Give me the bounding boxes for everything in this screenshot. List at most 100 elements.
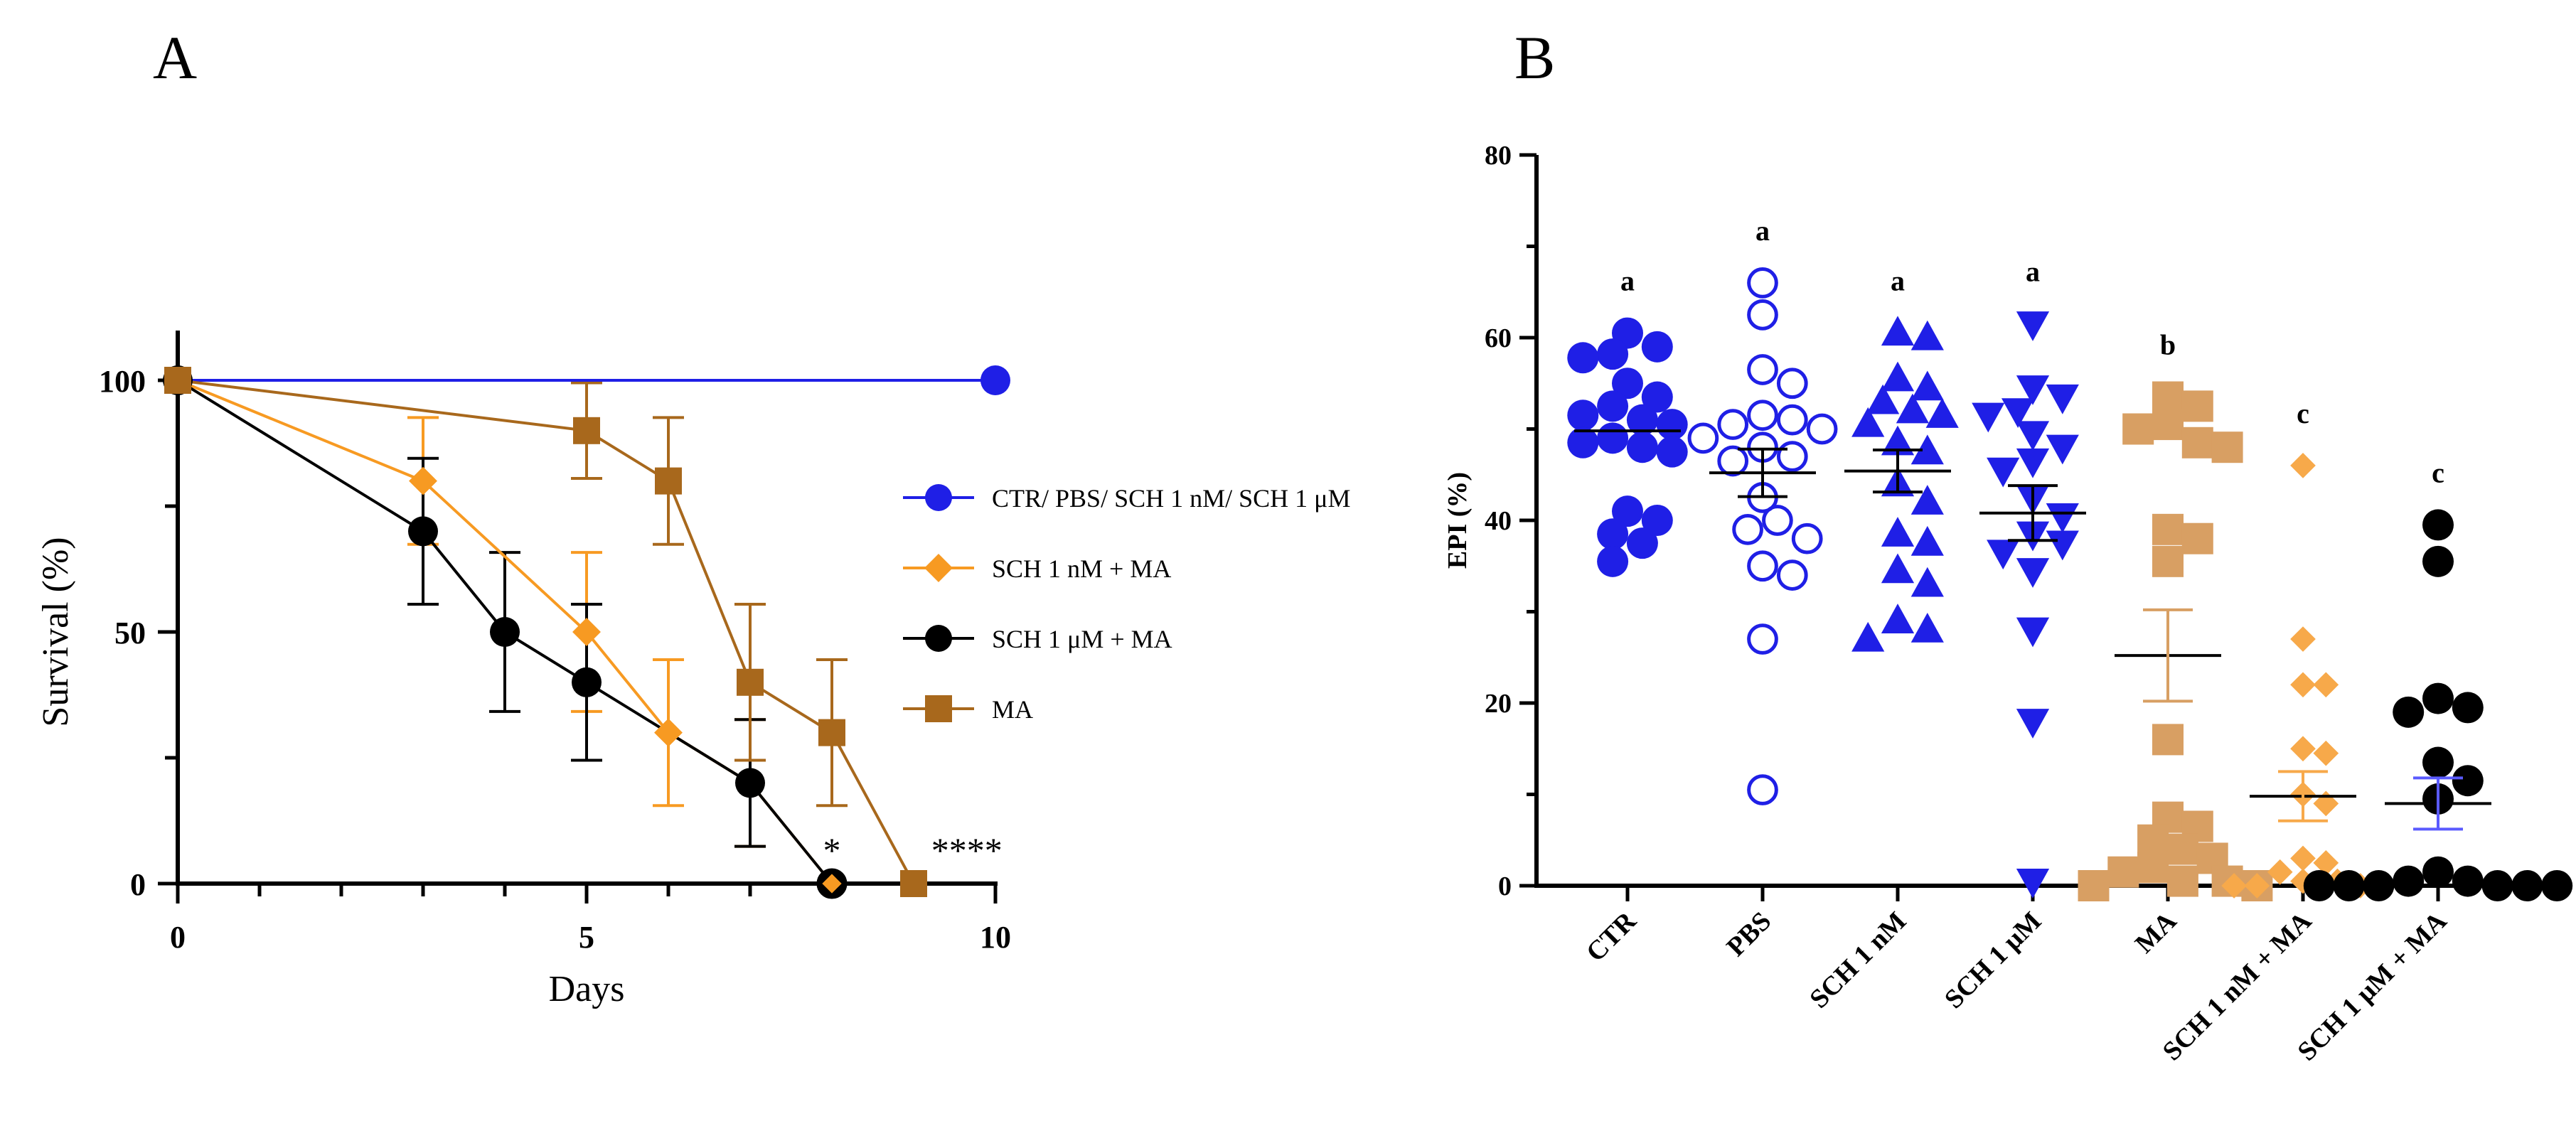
- data-point: [1851, 407, 1885, 437]
- data-point: [2511, 870, 2543, 901]
- data-point: [1910, 525, 1944, 556]
- y-tick-label: 100: [99, 364, 146, 399]
- data-point: [2422, 682, 2454, 714]
- data-point: [2290, 736, 2316, 762]
- data-point: [1687, 422, 1719, 454]
- data-point: [1881, 316, 1915, 346]
- x-tick-label: 0: [170, 920, 186, 955]
- data-point: [2152, 381, 2184, 413]
- x-tick-label: 10: [980, 920, 1011, 955]
- data-point: [2422, 856, 2454, 888]
- data-point: [164, 367, 191, 394]
- category-label: PBS: [1721, 906, 1777, 963]
- category-label: SCH 1 nM: [1804, 906, 1912, 1014]
- data-point: [2221, 873, 2247, 899]
- y-tick-label: 60: [1485, 323, 1512, 353]
- data-point: [1881, 361, 1915, 392]
- x-axis-title: Days: [549, 969, 625, 1009]
- significance-label: ****: [931, 830, 1003, 870]
- data-point: [1987, 540, 2020, 570]
- data-point-overlap: [816, 868, 848, 899]
- data-point: [1776, 559, 1808, 591]
- y-tick-label: 80: [1485, 141, 1512, 171]
- data-point: [818, 719, 845, 746]
- data-point: [1641, 331, 1673, 363]
- data-point: [2016, 617, 2050, 648]
- category-label: CTR: [1581, 906, 1642, 967]
- data-point: [2452, 765, 2484, 797]
- panel-label-b: B: [1514, 23, 1555, 92]
- data-point: [2290, 626, 2316, 652]
- data-point: [822, 874, 842, 894]
- group-letter: a: [1755, 215, 1770, 247]
- data-point: [1641, 381, 1673, 413]
- group-letter: a: [1620, 265, 1635, 297]
- data-point: [655, 467, 682, 495]
- data-point: [1747, 774, 1778, 805]
- data-point: [1910, 567, 1944, 597]
- data-point: [2137, 852, 2169, 884]
- y-tick-label: 20: [1485, 689, 1512, 719]
- y-tick-label: 0: [130, 867, 146, 902]
- data-point: [735, 768, 765, 798]
- data-point: [2016, 448, 2050, 478]
- y-axis-title: Survival (%): [36, 537, 76, 726]
- data-point: [737, 668, 764, 696]
- y-tick-label: 40: [1485, 506, 1512, 536]
- data-point: [2290, 453, 2316, 478]
- legend-label: SCH 1 μM + MA: [992, 625, 1172, 653]
- data-point: [1626, 404, 1658, 436]
- significance-annotations: * ****: [823, 830, 1003, 870]
- category-label: SCH 1 nM + MA: [2157, 906, 2318, 1066]
- data-point: [2181, 390, 2213, 422]
- data-point: [1656, 409, 1688, 441]
- data-point: [2046, 434, 2079, 465]
- data-point: [1866, 384, 1900, 414]
- series-markers: [163, 365, 1010, 899]
- data-point: [1881, 553, 1915, 584]
- data-point: [490, 617, 520, 647]
- data-point: [1776, 441, 1808, 472]
- data-point: [1717, 409, 1749, 440]
- error-bars: [407, 381, 848, 848]
- legend: CTR/ PBS/ SCH 1 nM/ SCH 1 μM SCH 1 nM + M…: [903, 484, 1350, 724]
- data-point: [2152, 513, 2184, 545]
- data-point: [2152, 409, 2184, 441]
- panel-label-a: A: [153, 23, 197, 92]
- data-point: [2016, 868, 2050, 899]
- data-point: [2046, 503, 2079, 533]
- data-point: [1910, 485, 1944, 515]
- data-point: [2290, 845, 2316, 872]
- data-point: [1567, 427, 1599, 459]
- data-point: [2333, 870, 2365, 901]
- category-label: SCH 1 μM + MA: [2292, 906, 2452, 1066]
- data-point: [572, 667, 602, 697]
- data-point: [2016, 421, 2050, 451]
- y-axis-title: EPI (%): [1443, 472, 1473, 569]
- data-point: [573, 417, 600, 444]
- data-point: [2363, 870, 2395, 901]
- legend-label: SCH 1 nM + MA: [992, 554, 1171, 583]
- data-point: [2046, 530, 2079, 561]
- data-point: [1776, 368, 1808, 400]
- data-point: [1717, 445, 1749, 477]
- data-point: [1567, 400, 1599, 431]
- data-point: [1641, 505, 1673, 536]
- data-point: [980, 365, 1010, 395]
- data-point: [2303, 870, 2335, 901]
- data-point: [2422, 746, 2454, 778]
- data-point: [2181, 427, 2213, 459]
- data-point: [2422, 545, 2454, 577]
- data-point: [2211, 431, 2243, 463]
- data-point: [2002, 398, 2035, 428]
- data-point: [408, 516, 438, 547]
- data-point: [2016, 558, 2050, 588]
- data-point: [2393, 696, 2425, 728]
- series-line: [176, 379, 833, 885]
- data-point: [900, 870, 927, 897]
- data-point: [1626, 431, 1658, 463]
- data-point: [2313, 790, 2339, 817]
